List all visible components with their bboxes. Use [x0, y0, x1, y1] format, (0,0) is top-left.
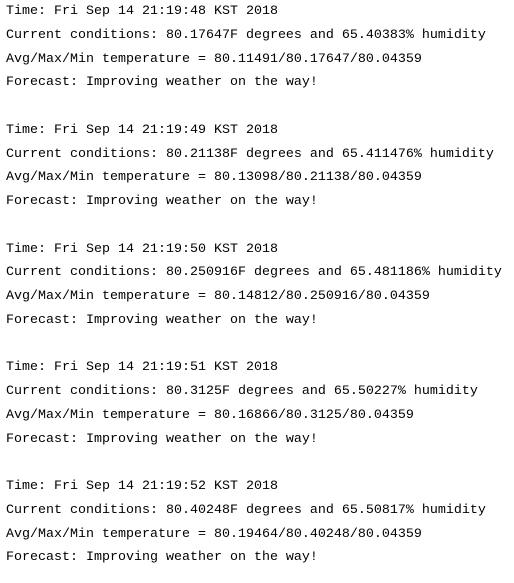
conditions-line: Current conditions: 80.21138F degrees an…	[6, 146, 494, 162]
report-block: Time: Fri Sep 14 21:19:51 KST 2018 Curren…	[6, 356, 478, 451]
temperature-stats-line: Avg/Max/Min temperature = 80.16866/80.31…	[6, 407, 414, 423]
report-block: Time: Fri Sep 14 21:19:52 KST 2018 Curren…	[6, 475, 486, 570]
conditions-line: Current conditions: 80.40248F degrees an…	[6, 502, 486, 518]
report-block: Time: Fri Sep 14 21:19:48 KST 2018 Curren…	[6, 0, 486, 95]
temperature-stats-line: Avg/Max/Min temperature = 80.11491/80.17…	[6, 51, 422, 67]
conditions-line: Current conditions: 80.3125F degrees and…	[6, 384, 478, 399]
forecast-line: Forecast: Improving weather on the way!	[6, 75, 318, 91]
report-block: Time: Fri Sep 14 21:19:50 KST 2018 Curren…	[6, 238, 502, 333]
time-line: Time: Fri Sep 14 21:19:51 KST 2018	[6, 360, 278, 376]
temperature-stats-line: Avg/Max/Min temperature = 80.19464/80.40…	[6, 526, 422, 542]
report-block: Time: Fri Sep 14 21:19:49 KST 2018 Curren…	[6, 119, 494, 214]
conditions-line: Current conditions: 80.250916F degrees a…	[6, 265, 502, 281]
time-line: Time: Fri Sep 14 21:19:48 KST 2018	[6, 4, 278, 19]
forecast-line: Forecast: Improving weather on the way!	[6, 312, 318, 328]
time-line: Time: Fri Sep 14 21:19:49 KST 2018	[6, 122, 278, 138]
temperature-stats-line: Avg/Max/Min temperature = 80.14812/80.25…	[6, 289, 430, 304]
conditions-line: Current conditions: 80.17647F degrees an…	[6, 27, 486, 43]
time-line: Time: Fri Sep 14 21:19:52 KST 2018	[6, 479, 278, 494]
time-line: Time: Fri Sep 14 21:19:50 KST 2018	[6, 241, 278, 257]
temperature-stats-line: Avg/Max/Min temperature = 80.13098/80.21…	[6, 170, 422, 186]
forecast-line: Forecast: Improving weather on the way!	[6, 194, 318, 209]
forecast-line: Forecast: Improving weather on the way!	[6, 431, 318, 447]
forecast-line: Forecast: Improving weather on the way!	[6, 550, 318, 566]
